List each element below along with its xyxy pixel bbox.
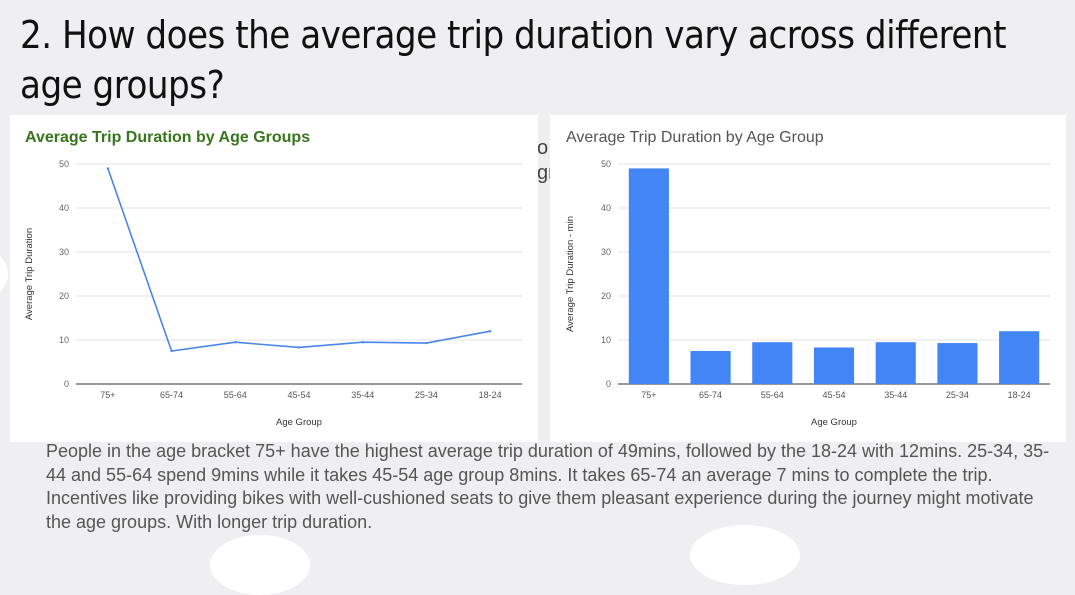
y-tick-label: 40 <box>601 203 611 213</box>
x-tick-label: 45-54 <box>822 390 845 400</box>
data-point <box>361 341 364 344</box>
data-bar <box>999 331 1040 384</box>
data-bar <box>690 351 731 384</box>
bar-chart: 0 10 20 30 40 50 75+ 65-74 55-64 45-54 35-44 25-34 1… <box>565 159 1050 428</box>
x-tick-label: 75+ <box>100 390 115 400</box>
bar-chart-panel: Average Trip Duration by Age Group 0 10 20… <box>550 115 1066 442</box>
background-decoration <box>210 535 310 595</box>
data-point <box>106 167 110 170</box>
y-tick-label: 10 <box>601 335 611 345</box>
y-tick-label: 20 <box>601 291 611 301</box>
x-tick-label: 65-74 <box>699 390 722 400</box>
x-tick-label: 75+ <box>641 390 656 400</box>
x-tick-label: 18-24 <box>1008 390 1031 400</box>
line-chart: 0 10 20 30 40 50 75+ 65-74 55-64 45-54 35-44 25-34 1… <box>24 159 522 428</box>
data-bar <box>813 347 855 384</box>
stray-glyph: o <box>537 138 549 158</box>
y-tick-label: 50 <box>601 159 611 169</box>
series-line <box>107 168 491 352</box>
y-axis-title: Average Trip Duration - min <box>565 216 576 332</box>
data-point <box>170 349 173 353</box>
data-point <box>234 341 237 344</box>
data-bar <box>875 342 916 384</box>
page-title: 2. How does the average trip duration va… <box>20 13 1006 107</box>
x-tick-label: 45-54 <box>287 390 310 400</box>
data-point <box>488 330 492 333</box>
data-bar <box>628 168 669 384</box>
x-tick-label: 35-44 <box>884 390 907 400</box>
x-tick-label: 25-34 <box>415 390 438 400</box>
line-chart-title: Average Trip Duration by Age Groups <box>25 129 311 146</box>
x-axis-title: Age Group <box>276 417 322 428</box>
y-tick-label: 40 <box>59 203 69 213</box>
background-decoration <box>0 250 8 298</box>
y-tick-label: 0 <box>64 379 69 389</box>
stray-glyph: gr <box>537 162 551 184</box>
x-tick-label: 18-24 <box>479 390 502 400</box>
x-tick-label: 35-44 <box>351 390 374 400</box>
y-tick-label: 30 <box>59 247 69 257</box>
x-tick-label: 25-34 <box>946 390 969 400</box>
data-bar <box>752 342 793 384</box>
x-axis-title: Age Group <box>811 417 857 428</box>
line-chart-panel: Average Trip Duration by Age Groups 0 10 2… <box>10 115 538 442</box>
bar-chart-title: Average Trip Duration by Age Group <box>566 129 824 146</box>
summary-text: People in the age bracket 75+ have the h… <box>46 441 1050 532</box>
x-tick-label: 65-74 <box>160 390 183 400</box>
y-tick-label: 50 <box>59 159 69 169</box>
data-bar <box>937 343 978 384</box>
x-tick-label: 55-64 <box>224 390 247 400</box>
x-tick-label: 55-64 <box>761 390 784 400</box>
y-tick-label: 10 <box>59 335 69 345</box>
y-tick-label: 30 <box>601 247 611 257</box>
background-decoration <box>690 525 800 585</box>
data-point <box>425 341 428 345</box>
y-tick-label: 0 <box>606 379 611 389</box>
y-axis-title: Average Trip Duration <box>24 228 35 320</box>
y-tick-label: 20 <box>59 291 69 301</box>
data-point <box>297 346 301 349</box>
